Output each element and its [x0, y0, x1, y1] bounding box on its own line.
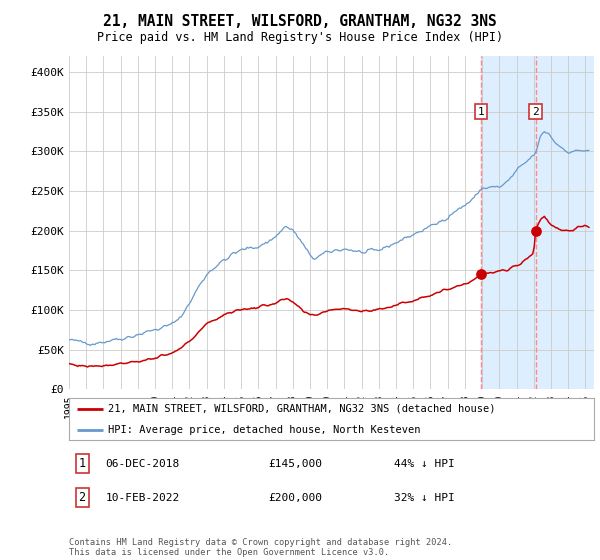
Text: £200,000: £200,000	[269, 493, 323, 503]
Bar	[481, 56, 594, 389]
Text: 2: 2	[79, 492, 86, 505]
Point	[476, 270, 485, 279]
Text: 1: 1	[79, 457, 86, 470]
Text: Price paid vs. HM Land Registry's House Price Index (HPI): Price paid vs. HM Land Registry's House …	[97, 31, 503, 44]
Text: HPI: Average price, detached house, North Kesteven: HPI: Average price, detached house, Nort…	[109, 426, 421, 435]
Text: Contains HM Land Registry data © Crown copyright and database right 2024.
This d: Contains HM Land Registry data © Crown c…	[69, 538, 452, 557]
Text: 44% ↓ HPI: 44% ↓ HPI	[395, 459, 455, 469]
Text: 32% ↓ HPI: 32% ↓ HPI	[395, 493, 455, 503]
Text: 21, MAIN STREET, WILSFORD, GRANTHAM, NG32 3NS (detached house): 21, MAIN STREET, WILSFORD, GRANTHAM, NG3…	[109, 404, 496, 414]
Text: 06-DEC-2018: 06-DEC-2018	[106, 459, 180, 469]
Text: 2: 2	[532, 106, 539, 116]
Text: £145,000: £145,000	[269, 459, 323, 469]
Text: 21, MAIN STREET, WILSFORD, GRANTHAM, NG32 3NS: 21, MAIN STREET, WILSFORD, GRANTHAM, NG3…	[103, 14, 497, 29]
Point	[531, 226, 541, 235]
Text: 1: 1	[478, 106, 484, 116]
Text: 10-FEB-2022: 10-FEB-2022	[106, 493, 180, 503]
